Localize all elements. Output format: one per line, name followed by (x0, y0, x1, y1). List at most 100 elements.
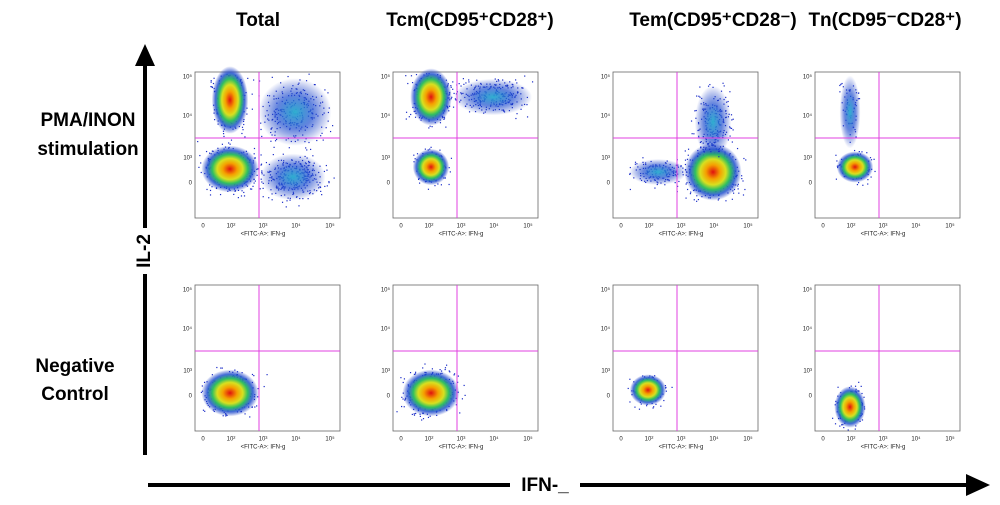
density-cloud (684, 143, 742, 201)
event-dot (243, 195, 246, 197)
event-dot (449, 99, 451, 101)
event-dot (414, 116, 417, 118)
event-dot (729, 91, 731, 93)
event-dot (861, 419, 864, 421)
event-dot (324, 89, 326, 91)
event-dot (410, 113, 412, 116)
event-dot (450, 85, 452, 87)
event-dot (694, 110, 696, 112)
event-dot (270, 140, 272, 142)
event-dot (462, 78, 464, 80)
x-tick-label: 0 (201, 437, 205, 443)
event-dot (638, 408, 641, 410)
event-dot (870, 176, 872, 178)
plot-frame (814, 71, 961, 219)
event-dot (453, 92, 455, 95)
event-dot (253, 147, 256, 150)
event-dot (465, 82, 467, 84)
event-dot (422, 418, 425, 420)
event-dot (741, 175, 743, 177)
event-dot (213, 77, 215, 79)
event-dot (468, 111, 471, 113)
event-dot (431, 126, 433, 128)
event-dot (253, 375, 255, 377)
event-dot (727, 100, 729, 103)
event-dot (416, 153, 419, 155)
event-dot (837, 386, 839, 388)
y-tick-label: 10⁴ (183, 326, 193, 333)
event-dot (405, 118, 407, 120)
event-dot (452, 88, 454, 90)
x-tick-label: 10³ (677, 224, 686, 230)
event-dot (220, 367, 222, 369)
event-dot (839, 91, 841, 93)
event-dot (262, 196, 264, 198)
event-dot (427, 416, 430, 419)
density-cloud (834, 386, 866, 428)
density-cloud (258, 78, 332, 146)
x-tick-label: 10⁵ (325, 223, 335, 230)
event-dot (867, 179, 869, 181)
y-tick-label: 10³ (601, 369, 610, 375)
event-dot (696, 95, 698, 97)
event-dot (401, 396, 403, 398)
event-dot (839, 425, 841, 427)
event-dot (222, 133, 225, 135)
event-dot (212, 82, 215, 85)
event-dot (260, 164, 262, 166)
x-tick-label: 0 (619, 437, 623, 443)
event-dot (253, 182, 255, 184)
event-dot (312, 155, 314, 157)
event-dot (251, 373, 254, 376)
x-tick-label: 10⁵ (523, 223, 533, 230)
event-dot (655, 403, 657, 405)
event-dot (464, 394, 466, 396)
event-dot (524, 75, 526, 77)
event-dot (457, 375, 460, 377)
event-dot (200, 171, 202, 174)
event-dot (463, 384, 465, 387)
event-dot (332, 125, 334, 127)
event-dot (870, 159, 873, 161)
event-dot (204, 410, 206, 412)
event-dot (690, 120, 693, 122)
event-dot (410, 75, 413, 77)
panel-x-label: <FITC-A>: IFN-g (439, 445, 484, 451)
y-tick-label: 10⁵ (601, 74, 611, 81)
event-dot (427, 188, 430, 190)
event-dot (853, 149, 856, 152)
x-tick-label: 10² (425, 224, 434, 230)
event-dot (430, 146, 432, 148)
event-dot (274, 140, 277, 142)
event-dot (634, 161, 637, 163)
event-dot (731, 141, 733, 143)
density-cloud (629, 159, 687, 185)
event-dot (298, 205, 300, 207)
event-dot (674, 182, 676, 184)
event-dot (240, 195, 243, 197)
y-tick-label: 10³ (803, 156, 812, 162)
event-dot (259, 188, 261, 190)
event-dot (415, 371, 417, 373)
x-tick-label: 10⁴ (291, 223, 301, 230)
event-dot (253, 153, 255, 155)
event-dot (448, 370, 450, 372)
x-tick-label: 10² (227, 437, 236, 443)
event-dot (249, 188, 252, 190)
event-dot (418, 182, 421, 184)
event-dot (850, 385, 852, 387)
x-tick-label: 10³ (879, 437, 888, 443)
event-dot (244, 136, 246, 138)
event-dot (243, 191, 245, 194)
event-dot (449, 171, 451, 173)
event-dot (854, 385, 857, 387)
event-dot (405, 111, 408, 113)
event-dot (444, 367, 447, 369)
event-dot (687, 175, 689, 178)
density-cloud (201, 369, 259, 417)
event-dot (428, 127, 430, 129)
y-tick-label: 0 (189, 394, 193, 400)
event-dot (281, 201, 284, 203)
event-dot (402, 398, 404, 400)
x-tick-label: 0 (821, 437, 825, 443)
